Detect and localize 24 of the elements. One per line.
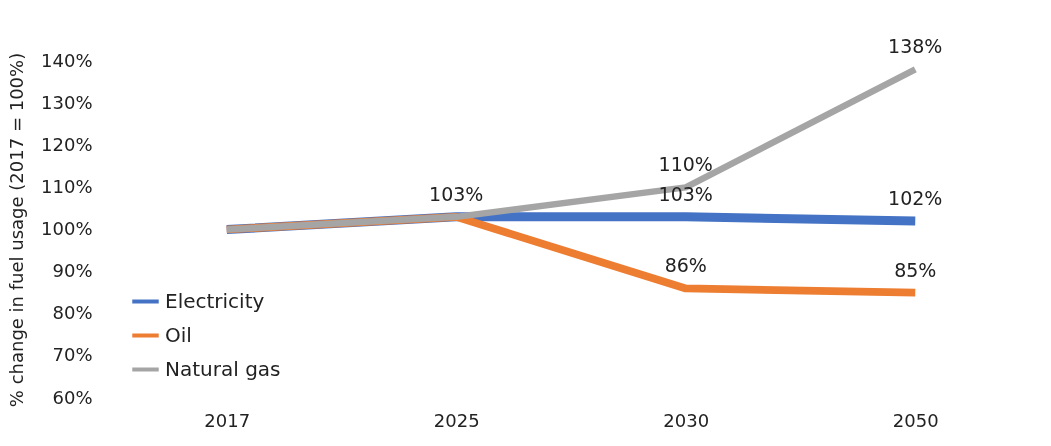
y-tick-label: 90%: [52, 260, 93, 282]
y-tick-label: 110%: [41, 175, 93, 197]
y-tick-label: 70%: [52, 344, 93, 366]
y-tick-label: 120%: [41, 133, 93, 155]
legend-label: Oil: [165, 322, 192, 347]
legend-label: Natural gas: [165, 356, 281, 381]
data-label: 103%: [658, 182, 713, 205]
legend-label: Electricity: [165, 288, 265, 313]
y-tick-label: 80%: [52, 302, 93, 324]
y-tick-label: 100%: [41, 218, 93, 239]
y-axis-title: % change in fuel usage (2017 = 100%): [6, 52, 28, 408]
y-tick-label: 60%: [52, 386, 93, 408]
data-label: 86%: [664, 254, 707, 277]
data-label: 138%: [888, 35, 943, 58]
y-tick-label: 130%: [41, 91, 93, 113]
x-tick-label: 2025: [433, 409, 480, 431]
x-tick-label: 2030: [663, 409, 710, 431]
data-label: 103%: [429, 182, 484, 205]
x-tick-label: 2050: [892, 409, 939, 431]
data-label: 85%: [894, 258, 937, 281]
data-label: 102%: [888, 187, 943, 210]
data-label: 110%: [658, 153, 713, 176]
x-tick-label: 2017: [204, 409, 251, 431]
y-tick-label: 140%: [41, 49, 93, 71]
